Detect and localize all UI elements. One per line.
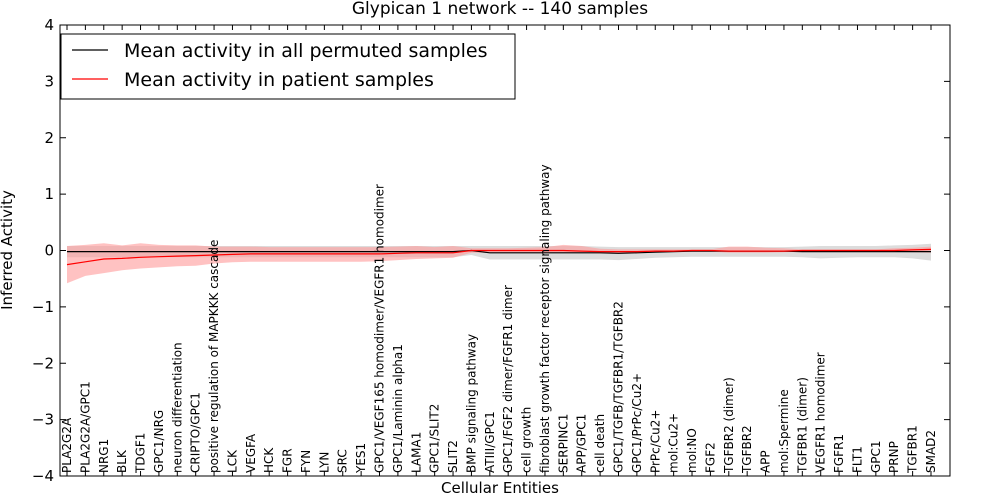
x-tick-label: GPC1/PrPc/Cu2+ [630, 373, 644, 473]
x-tick-label: PRNP [887, 441, 901, 473]
x-tick-label: fibroblast growth factor receptor signal… [538, 164, 552, 473]
line-series-1 [66, 248, 932, 266]
x-tick-label: GPC1/FGF2 dimer/FGFR1 dimer [501, 285, 515, 473]
series-lines [66, 248, 932, 266]
x-tick-label: mol:Cu2+ [667, 413, 681, 473]
x-tick-label: FLT1 [851, 446, 865, 473]
x-tick-label: NRG1 [97, 439, 111, 473]
x-tick-label: GPC1/SLIT2 [428, 404, 442, 473]
x-tick-label: mol:NO [685, 428, 699, 473]
x-tick-label: APP [759, 450, 773, 473]
x-tick-label: LAMA1 [409, 432, 423, 473]
x-tick-label: GPC1 [869, 440, 883, 473]
x-tick-label: VEGFA [244, 433, 258, 473]
x-tick-label: PLA2G2A/GPC1 [78, 381, 92, 473]
x-tick-label: FGF2 [703, 442, 717, 473]
x-tick-label: YES1 [354, 443, 368, 474]
x-tick-label: ATIII/GPC1 [483, 411, 497, 473]
x-tick-label: FGR [281, 448, 295, 473]
x-tick-label: VEGFR1 homodimer [814, 352, 828, 473]
x-tick-label: FYN [299, 450, 313, 473]
x-tick-label: cell death [593, 414, 607, 473]
x-tick-label: PrPc/Cu2+ [648, 410, 662, 474]
x-tick-label: BLK [115, 449, 129, 473]
x-tick-label: CRIPTO/GPC1 [189, 392, 203, 473]
x-tick-label: positive regulation of MAPKKK cascade [207, 240, 221, 473]
x-tick-label: mol:Spermine [777, 389, 791, 473]
y-tick-label: 0 [44, 242, 54, 260]
y-tick-label: 4 [44, 16, 54, 34]
confidence-bands [67, 243, 931, 284]
x-tick-label: TGFBR2 (dimer) [722, 377, 736, 474]
y-tick-label: −1 [32, 298, 54, 316]
x-tick-label: TGFBR1 [906, 425, 920, 474]
legend-label-patient: Mean activity in patient samples [124, 69, 434, 91]
x-tick-label: GPC1/Laminin alpha1 [391, 344, 405, 473]
x-tick-label: GPC1/TGFB/TGFBR1/TGFBR2 [612, 301, 626, 473]
x-tick-label: SLIT2 [446, 440, 460, 473]
y-axis-label: Inferred Activity [0, 190, 16, 310]
y-tick-label: 3 [44, 72, 54, 90]
x-axis-label: Cellular Entities [441, 479, 559, 497]
x-tick-label: SMAD2 [924, 430, 938, 473]
x-tick-label: TGFBR2 [740, 425, 754, 474]
x-tick-label: TDGF1 [134, 433, 148, 474]
x-tick-label: HCK [262, 447, 276, 473]
y-tick-label: 1 [44, 185, 54, 203]
x-tick-label: GPC1/NRG [152, 410, 166, 473]
y-axis-ticks: 4 3 2 1 0 −1 −2 −3 −4 [32, 16, 950, 485]
x-tick-label: APP/GPC1 [575, 414, 589, 473]
y-tick-label: −3 [32, 411, 54, 429]
x-tick-label: PLA2G2A [60, 417, 74, 473]
x-tick-label: SERPINC1 [556, 414, 570, 473]
x-tick-label: SRC [336, 449, 350, 473]
x-tick-label: TGFBR1 (dimer) [795, 377, 809, 474]
x-tick-label: GPC1/VEGF165 homodimer/VEGFR1 homodimer [373, 184, 387, 473]
chart-title: Glypican 1 network -- 140 samples [352, 0, 648, 19]
x-tick-label: cell growth [520, 407, 534, 473]
band-series-1 [67, 243, 931, 284]
x-tick-label: FGFR1 [832, 434, 846, 473]
x-tick-label: LCK [225, 449, 239, 473]
x-tick-label: neuron differentiation [170, 342, 184, 473]
x-tick-label: LYN [317, 452, 331, 473]
y-tick-label: −4 [32, 467, 54, 485]
y-tick-label: −2 [32, 354, 54, 372]
x-axis-ticks: PLA2G2A PLA2G2A/GPC1 NRG1 BLK TDGF1 GPC1/NRG n… [60, 25, 938, 476]
y-tick-label: 2 [44, 129, 54, 147]
legend-label-permuted: Mean activity in all permuted samples [124, 40, 487, 62]
x-tick-label: BMP signaling pathway [464, 334, 478, 473]
legend-box [60, 33, 516, 100]
legend: Mean activity in all permuted samples Me… [60, 33, 516, 100]
